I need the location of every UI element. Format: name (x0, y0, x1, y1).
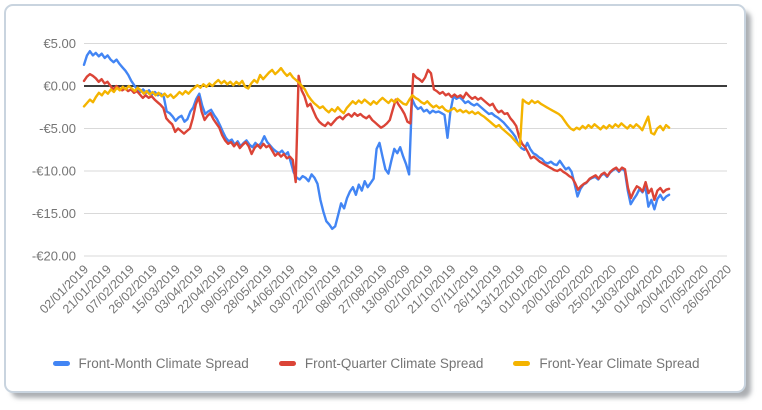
legend-label-front-quarter: Front-Quarter Climate Spread (304, 355, 484, 371)
y-axis-tick-label: €0.00 (43, 79, 76, 94)
legend-item-front-year: Front-Year Climate Spread (513, 356, 699, 371)
y-axis-tick-label: -€10.00 (32, 164, 76, 179)
climate-spread-line-chart: €5.00€0.00-€5.00-€10.00-€15.00-€20.0002/… (32, 36, 734, 316)
legend-item-front-quarter: Front-Quarter Climate Spread (278, 355, 484, 371)
legend-swatch-front-quarter-icon (278, 360, 296, 366)
chart-legend: Front-Month Climate Spread Front-Quarter… (6, 352, 744, 374)
y-axis-tick-label: €5.00 (43, 36, 76, 51)
legend-item-front-month: Front-Month Climate Spread (52, 355, 249, 371)
series-line-2 (82, 66, 671, 148)
legend-swatch-front-year-icon (513, 360, 531, 366)
chart-card[interactable]: €5.00 €0.00 -€5.00 -€10.00 -€15.00 -€20.00 02/… (4, 4, 746, 393)
series-line-1 (82, 68, 671, 202)
legend-label-front-year: Front-Year Climate Spread (539, 355, 700, 371)
y-axis-tick-label: -€15.00 (32, 206, 76, 221)
legend-label-front-month: Front-Month Climate Spread (78, 355, 249, 371)
y-axis-tick-label: -€5.00 (39, 121, 76, 136)
y-axis-tick-label: -€20.00 (32, 249, 76, 264)
legend-swatch-front-month-icon (52, 360, 70, 366)
series-line-0 (82, 50, 671, 231)
